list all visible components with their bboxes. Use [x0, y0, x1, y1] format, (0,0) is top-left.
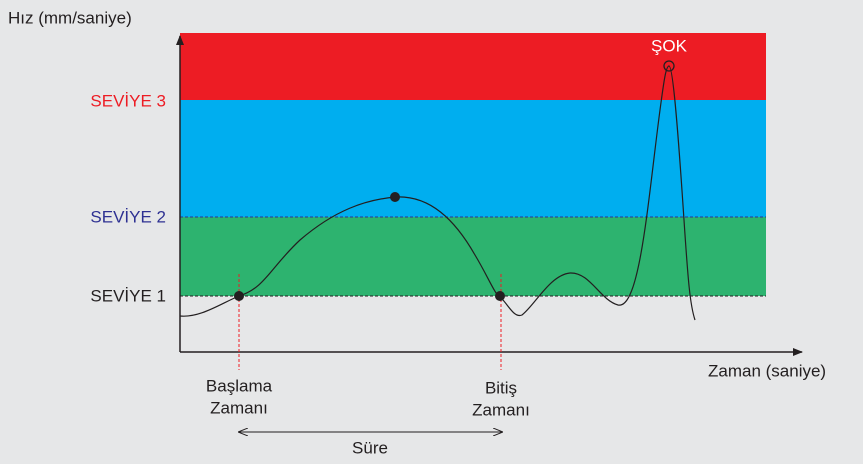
peak-point — [390, 192, 400, 202]
end-point — [495, 291, 505, 301]
x-axis-label: Zaman (saniye) — [708, 361, 826, 380]
shock-point — [663, 60, 675, 72]
start-label: Başlama — [206, 376, 273, 395]
end-label: Zamanı — [472, 400, 530, 419]
level-1-label: SEVİYE 1 — [90, 286, 166, 305]
end-label: Bitiş — [485, 378, 517, 397]
level-2-label: SEVİYE 2 — [90, 207, 166, 226]
shock-label: ŞOK — [651, 36, 688, 55]
level-2-band — [180, 100, 766, 217]
level-1-band — [180, 217, 766, 296]
start-point — [234, 291, 244, 301]
level-3-label: SEVİYE 3 — [90, 91, 166, 110]
y-axis-label: Hız (mm/saniye) — [8, 8, 132, 27]
velocity-curve — [179, 65, 696, 321]
duration-label: Süre — [352, 438, 388, 457]
start-label: Zamanı — [210, 398, 268, 417]
